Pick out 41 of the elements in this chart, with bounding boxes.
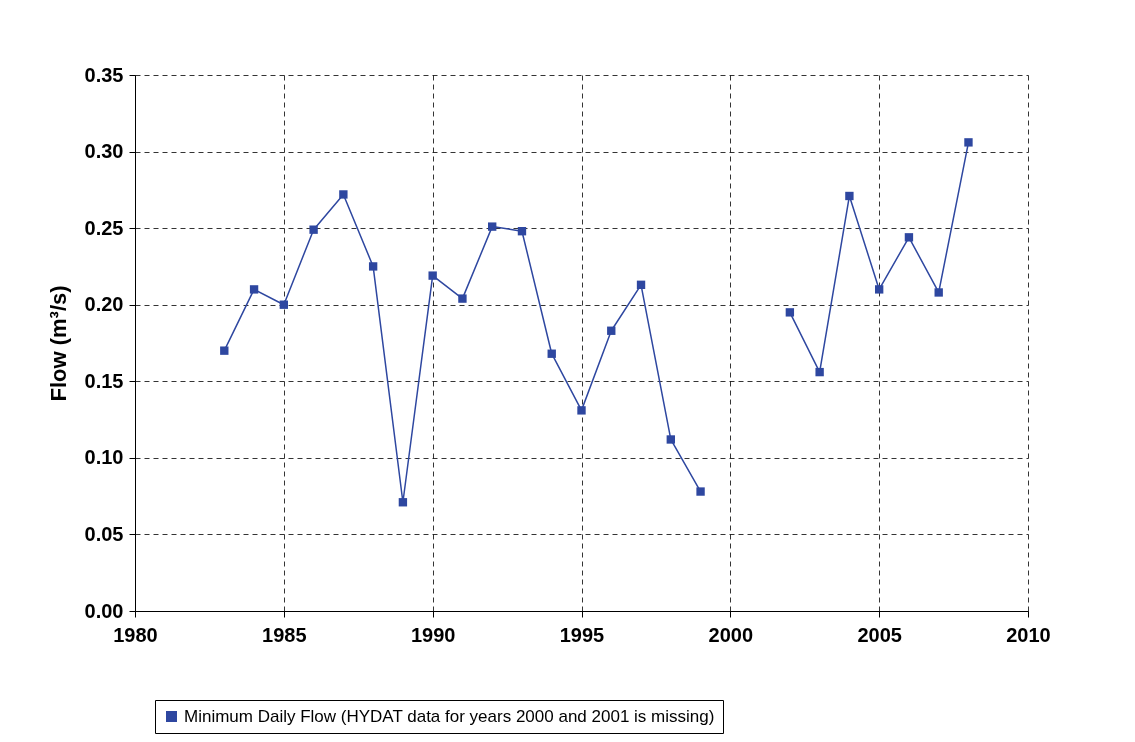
point [368, 262, 378, 271]
point [488, 222, 497, 231]
y-tick-label: 0.25 [84, 216, 124, 239]
x-tick-label: 1990 [410, 623, 456, 646]
point [696, 487, 705, 496]
point [398, 498, 408, 507]
y-tick-label: 0.15 [84, 369, 124, 392]
point [517, 227, 527, 236]
point [636, 280, 646, 289]
x-tick-label: 1980 [113, 623, 158, 646]
point [309, 225, 318, 234]
y-tick-label: 0.30 [84, 140, 124, 163]
x-tick-label: 2000 [708, 623, 754, 646]
y-tick-label: 0.10 [84, 446, 124, 469]
x-tick-label: 2005 [857, 623, 902, 646]
point [428, 271, 437, 280]
point [964, 138, 973, 147]
point [279, 300, 289, 309]
point [220, 346, 229, 355]
y-tick-label: 0.35 [84, 63, 124, 86]
point [339, 190, 348, 199]
point [577, 406, 586, 415]
point [874, 285, 884, 294]
point [607, 326, 616, 335]
point [458, 294, 467, 303]
y-tick-label: 0.05 [84, 522, 124, 545]
x-tick-label: 1985 [262, 623, 307, 646]
point [934, 288, 943, 297]
legend-label: Minimum Daily Flow (HYDAT data for years 2000 and 2001 is missing) [184, 706, 715, 726]
y-axis-title: Flow (m³/s) [45, 285, 71, 402]
point [547, 349, 556, 358]
point [904, 233, 914, 242]
y-tick-label: 0.20 [84, 293, 124, 316]
x-tick-label: 2010 [1006, 623, 1051, 646]
point [845, 191, 854, 201]
point [815, 367, 824, 377]
point [249, 285, 259, 294]
point [785, 308, 795, 317]
point [666, 435, 675, 444]
x-tick-label: 1995 [559, 623, 605, 646]
y-tick-label: 0.00 [84, 599, 124, 622]
